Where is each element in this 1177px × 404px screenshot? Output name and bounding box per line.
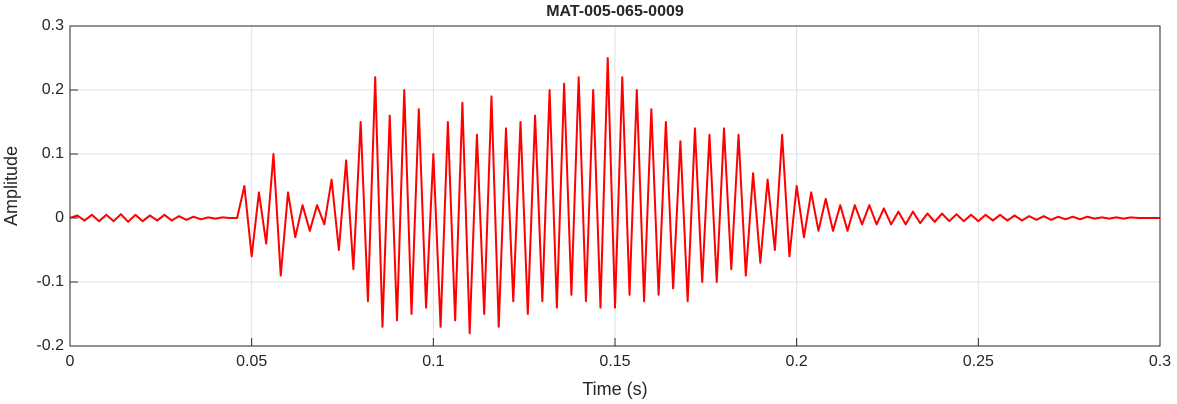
y-axis-label: Amplitude <box>1 146 21 226</box>
x-tick-label: 0.1 <box>422 353 444 370</box>
y-tick-label: -0.1 <box>36 273 64 290</box>
y-tick-label: -0.2 <box>36 337 64 354</box>
x-axis-label: Time (s) <box>582 379 647 399</box>
x-tick-label: 0.15 <box>599 353 630 370</box>
y-tick-label: 0.3 <box>42 17 64 34</box>
x-tick-label: 0.3 <box>1149 353 1171 370</box>
x-tick-label: 0 <box>66 353 75 370</box>
y-tick-label: 0.2 <box>42 81 64 98</box>
waveform-line <box>69 57 1160 335</box>
y-tick-label: 0.1 <box>42 145 64 162</box>
x-tick-label: 0.2 <box>786 353 808 370</box>
y-tick-label: 0 <box>55 209 64 226</box>
x-tick-label: 0.25 <box>963 353 994 370</box>
x-tick-label: 0.05 <box>236 353 267 370</box>
chart-title: MAT-005-065-0009 <box>546 3 684 20</box>
plot-frame <box>69 25 1161 347</box>
